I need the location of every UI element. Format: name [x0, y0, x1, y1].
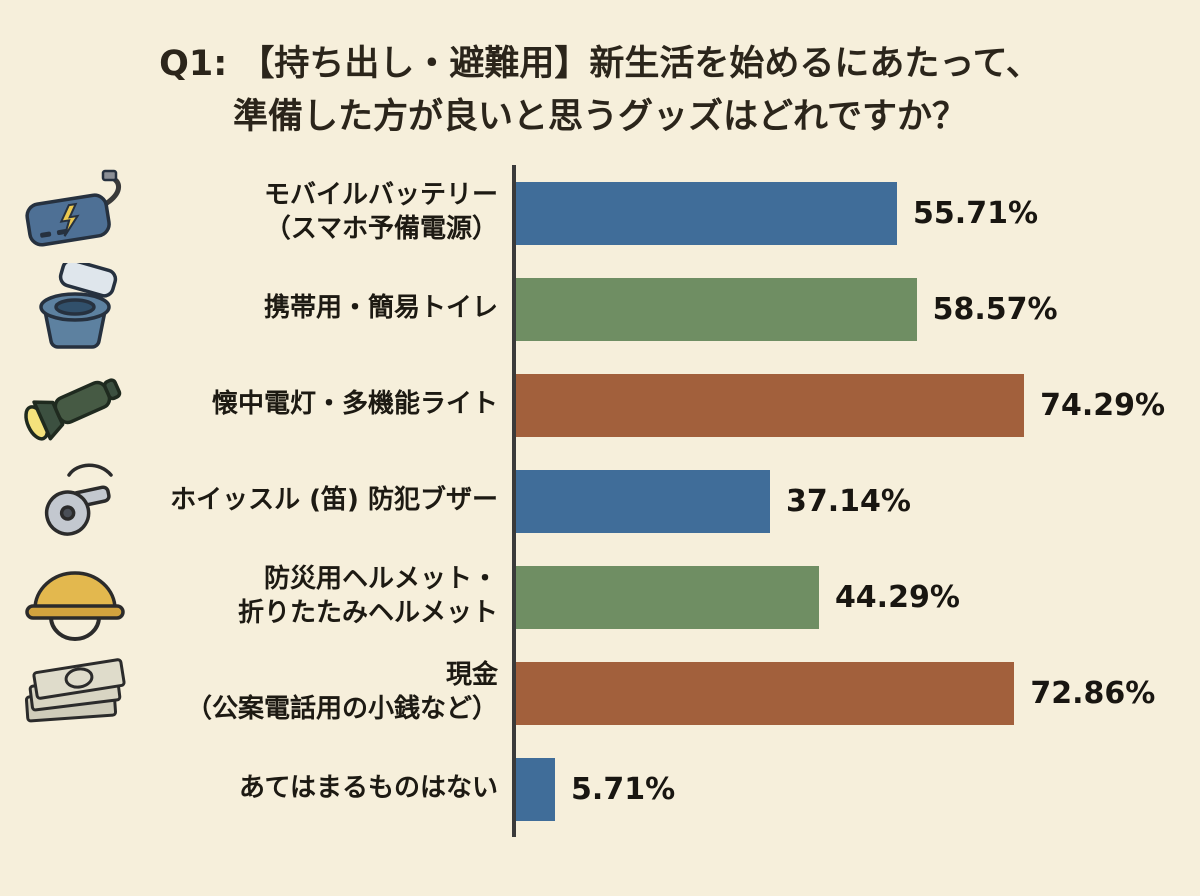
- category-label-line2: 折りたたみヘルメット: [237, 598, 498, 628]
- category-label-line1: ホイッスル (笛) 防犯ブザー: [170, 485, 498, 516]
- category-label-line1: 現金: [445, 660, 498, 691]
- value-label: 44.29%: [834, 579, 960, 615]
- value-label: 55.71%: [913, 195, 1038, 231]
- bar-area: 72.86%: [512, 645, 1200, 741]
- power-bank-icon: [0, 169, 150, 257]
- whistle-icon: [0, 457, 150, 545]
- category-label-line2: （公案電話用の小銭など）: [185, 694, 498, 724]
- category-label-line1: モバイルバッテリー: [263, 180, 498, 211]
- value-label: 58.57%: [932, 291, 1058, 327]
- value-label: 5.71%: [571, 771, 676, 807]
- category-label: ホイッスル (笛) 防犯ブザー: [150, 484, 512, 518]
- chart-row: あてはまるものはない 5.71%: [0, 741, 1200, 837]
- category-label-line2: （スマホ予備電源）: [264, 214, 498, 244]
- category-label: 携帯用・簡易トイレ: [150, 292, 512, 326]
- chart-row: 防災用ヘルメット・ 折りたたみヘルメット 44.29%: [0, 549, 1200, 645]
- bar: [516, 181, 898, 245]
- bar: [516, 469, 771, 533]
- portable-toilet-icon: [0, 263, 150, 355]
- chart-row: モバイルバッテリー （スマホ予備電源） 55.71%: [0, 165, 1200, 261]
- category-label-line1: あてはまるものはない: [239, 773, 498, 804]
- bar: [516, 277, 917, 341]
- bar: [516, 661, 1015, 725]
- chart-title: Q1: 【持ち出し・避難用】新生活を始めるにあたって、 準備した方が良いと思うグ…: [0, 38, 1200, 143]
- flashlight-icon: [0, 360, 150, 450]
- category-label: 防災用ヘルメット・ 折りたたみヘルメット: [150, 563, 512, 631]
- value-label: 37.14%: [786, 483, 911, 519]
- bar-area: 44.29%: [512, 549, 1200, 645]
- category-label: モバイルバッテリー （スマホ予備電源）: [150, 179, 512, 247]
- chart-row: 携帯用・簡易トイレ 58.57%: [0, 261, 1200, 357]
- bar: [516, 565, 819, 629]
- category-label: 懐中電灯・多機能ライト: [150, 388, 512, 422]
- bar-area: 74.29%: [512, 357, 1200, 453]
- helmet-icon: [0, 551, 150, 643]
- bar: [516, 757, 556, 821]
- category-label-line1: 懐中電灯・多機能ライト: [211, 389, 498, 420]
- category-label: あてはまるものはない: [150, 772, 512, 806]
- chart-row: ホイッスル (笛) 防犯ブザー 37.14%: [0, 453, 1200, 549]
- bar-chart: モバイルバッテリー （スマホ予備電源） 55.71%: [0, 165, 1200, 837]
- bar-area: 37.14%: [512, 453, 1200, 549]
- value-label: 74.29%: [1040, 387, 1166, 423]
- category-label-line1: 防災用ヘルメット・: [263, 564, 498, 595]
- chart-title-line2: 準備した方が良いと思うグッズはどれですか？: [233, 96, 967, 137]
- value-label: 72.86%: [1030, 675, 1156, 711]
- bar-area: 55.71%: [512, 165, 1200, 261]
- chart-row: 現金 （公案電話用の小銭など） 72.86%: [0, 645, 1200, 741]
- bar-area: 5.71%: [512, 741, 1200, 837]
- bar: [516, 373, 1025, 437]
- category-label-line1: 携帯用・簡易トイレ: [263, 293, 498, 324]
- bar-area: 58.57%: [512, 261, 1200, 357]
- chart-title-line1: Q1: 【持ち出し・避難用】新生活を始めるにあたって、: [159, 44, 1041, 84]
- category-label: 現金 （公案電話用の小銭など）: [150, 659, 512, 727]
- chart-row: 懐中電灯・多機能ライト 74.29%: [0, 357, 1200, 453]
- cash-icon: [0, 652, 150, 734]
